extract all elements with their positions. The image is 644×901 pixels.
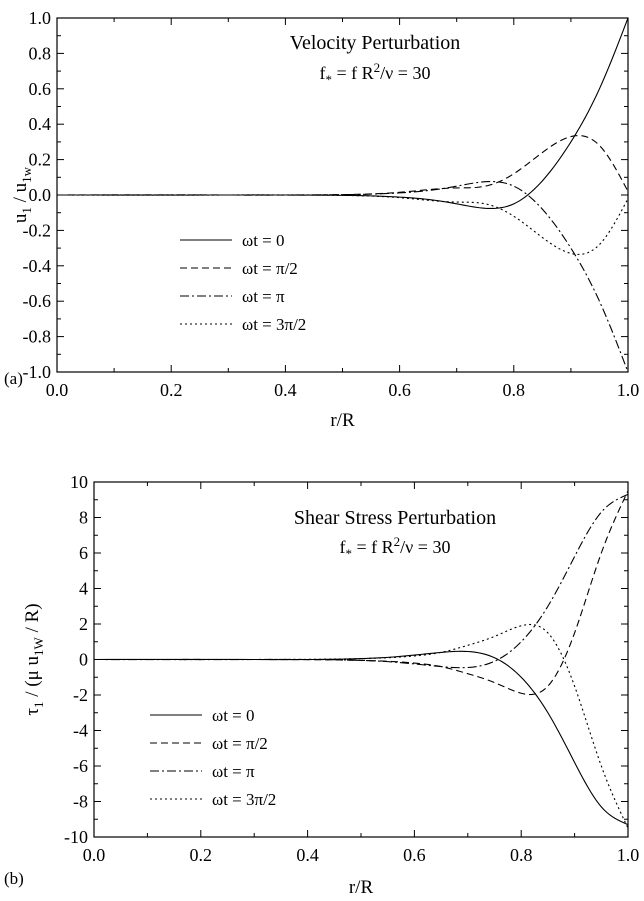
legend-label: ωt = 3π/2 [212, 790, 276, 809]
series-line-dotted [94, 623, 629, 829]
y-tick-label: 0.0 [29, 185, 52, 205]
y-tick-label: 0.2 [29, 150, 52, 170]
legend-label: ωt = 3π/2 [242, 315, 306, 334]
y-tick-label: 8 [79, 508, 88, 528]
series-line-dashed [57, 135, 629, 196]
y-tick-label: 2 [79, 614, 88, 634]
x-axis-title: r/R [330, 410, 355, 431]
y-tick-label: 0 [79, 650, 88, 670]
y-tick-label: 0.8 [29, 43, 52, 63]
series-line-solid [94, 650, 629, 826]
y-tick-label: -4 [73, 721, 88, 741]
panel-tag: (b) [4, 869, 24, 888]
y-tick-label: -0.6 [23, 291, 52, 311]
x-tick-label: 0.6 [388, 380, 411, 400]
x-tick-label: 0.0 [46, 380, 69, 400]
x-axis-title: r/R [349, 877, 374, 898]
legend-label: ωt = π [242, 287, 285, 306]
legend-label: ωt = π/2 [242, 259, 298, 278]
x-tick-label: 0.8 [510, 845, 533, 865]
legend-label: ωt = 0 [212, 706, 255, 725]
x-tick-label: 0.4 [296, 845, 319, 865]
y-tick-label: 10 [70, 472, 88, 492]
chart-title: Shear Stress Perturbation [294, 507, 496, 529]
y-tick-label: 4 [79, 579, 88, 599]
chart-title: Velocity Perturbation [290, 32, 461, 54]
legend-label: ωt = π [212, 762, 255, 781]
series-line-dotted [57, 194, 629, 255]
series-line-dashdot [94, 493, 629, 669]
x-tick-label: 0.6 [403, 845, 426, 865]
series-line-dashdot [57, 180, 629, 373]
y-tick-label: 6 [79, 543, 88, 563]
x-tick-label: 0.4 [274, 380, 297, 400]
y-axis-title: τ1​ / (μ u1W​ / R) [22, 603, 46, 715]
x-tick-label: 0.0 [83, 845, 106, 865]
y-tick-label: -2 [73, 685, 88, 705]
x-tick-label: 0.2 [190, 845, 213, 865]
x-tick-label: 0.8 [503, 380, 526, 400]
panel-tag: (a) [4, 369, 23, 388]
y-tick-label: 0.4 [29, 114, 52, 134]
legend-label: ωt = 0 [242, 231, 285, 250]
y-tick-label: -0.2 [23, 220, 52, 240]
x-tick-label: 1.0 [617, 380, 640, 400]
y-tick-label: -10 [64, 827, 88, 847]
y-tick-label: -6 [73, 756, 88, 776]
y-tick-label: -1.0 [23, 362, 52, 382]
y-tick-label: -8 [73, 792, 88, 812]
x-tick-label: 0.2 [160, 380, 183, 400]
y-tick-label: -0.8 [23, 327, 52, 347]
legend-label: ωt = π/2 [212, 734, 268, 753]
x-tick-label: 1.0 [617, 845, 640, 865]
chart-subtitle: f*​ = f R2​/ν = 30 [340, 534, 451, 561]
chart-subtitle: f*​ = f R2​/ν = 30 [320, 60, 431, 87]
chart-panel-a: 0.0 0.2 0.4 0.6 0.8 1.0 -1.0 -0.8 -0.6 -0.4 -0.2 0.… [4, 8, 639, 431]
y-tick-label: 1.0 [29, 8, 52, 28]
y-tick-label: 0.6 [29, 79, 52, 99]
y-axis-title: u1​ / u1w​ [10, 166, 34, 223]
chart-panel-b: 0.0 0.2 0.4 0.6 0.8 1.0 -10 -8 -6 -4 -2 0 2 4 6 8 10 ωt =… [4, 472, 639, 898]
y-tick-label: -0.4 [23, 256, 52, 276]
